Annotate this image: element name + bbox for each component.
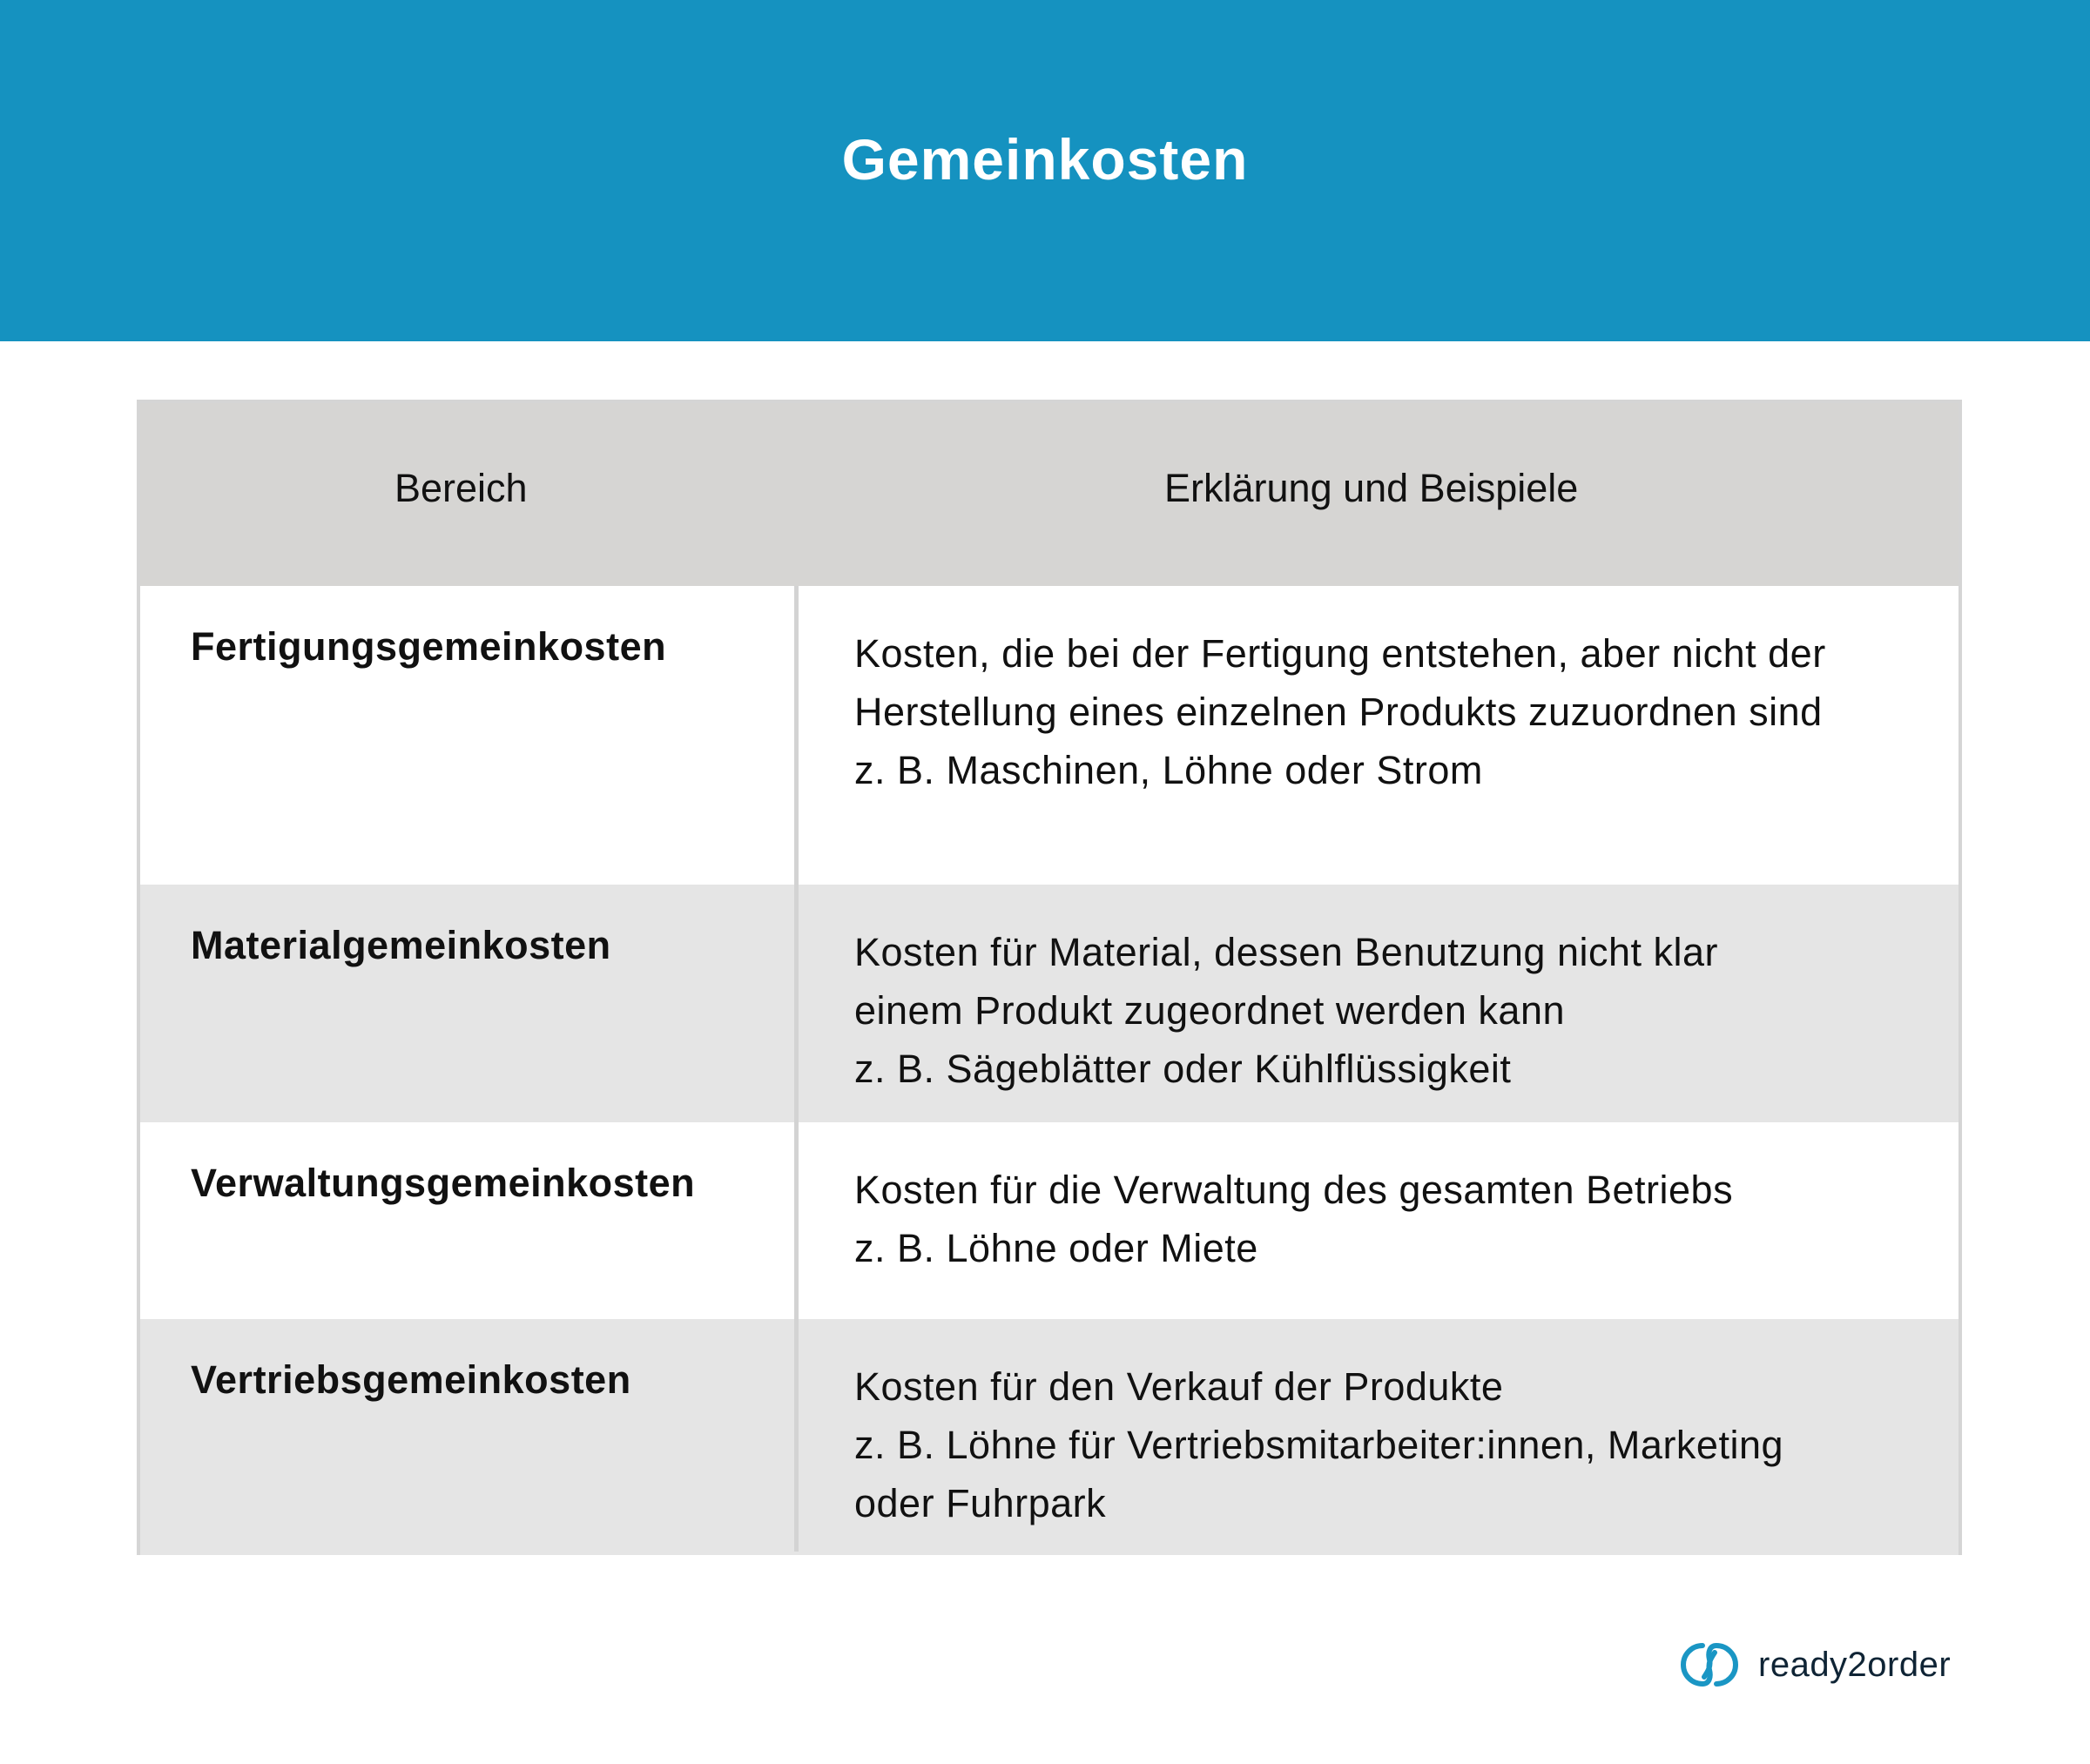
description-line: Kosten für den Verkauf der Produkte <box>854 1364 1504 1409</box>
row-description: Kosten für den Verkauf der Produkte z. B… <box>854 1357 1783 1532</box>
column-header-bereich: Bereich <box>394 466 528 510</box>
page-title: Gemeinkosten <box>841 127 1249 192</box>
row-label: Materialgemeinkosten <box>191 923 611 967</box>
description-line: oder Fuhrpark <box>854 1481 1107 1525</box>
row-label: Verwaltungsgemeinkosten <box>191 1161 696 1205</box>
row-description: Kosten für Material, dessen Benutzung ni… <box>854 923 1718 1098</box>
table-row: Fertigungsgemeinkosten Kosten, die bei d… <box>140 586 1959 885</box>
column-header-erklaerung: Erklärung und Beispiele <box>1164 466 1579 510</box>
ready2order-logo-icon <box>1681 1642 1738 1687</box>
table-row: Verwaltungsgemeinkosten Kosten für die V… <box>140 1122 1959 1319</box>
description-line: z. B. Maschinen, Löhne oder Strom <box>854 748 1483 792</box>
description-line: Kosten für Material, dessen Benutzung ni… <box>854 930 1719 974</box>
description-line: Kosten, die bei der Fertigung entstehen,… <box>854 631 1826 676</box>
header-banner: Gemeinkosten <box>0 0 2090 341</box>
description-line: z. B. Löhne oder Miete <box>854 1226 1258 1270</box>
row-description: Kosten, die bei der Fertigung entstehen,… <box>854 624 1826 799</box>
description-line: z. B. Löhne für Vertriebsmitarbeiter:inn… <box>854 1423 1784 1467</box>
costs-table: Bereich Erklärung und Beispiele Fertigun… <box>137 400 1962 1555</box>
table-row: Materialgemeinkosten Kosten für Material… <box>140 885 1959 1122</box>
ready2order-logo: ready2order <box>1676 1640 1951 1689</box>
logo-text: ready2order <box>1758 1645 1952 1684</box>
description-line: z. B. Sägeblätter oder Kühlflüssigkeit <box>854 1047 1512 1091</box>
row-label: Vertriebsgemeinkosten <box>191 1357 631 1402</box>
row-description: Kosten für die Verwaltung des gesamten B… <box>854 1161 1733 1277</box>
description-line: Kosten für die Verwaltung des gesamten B… <box>854 1168 1734 1212</box>
column-divider <box>794 586 799 1552</box>
row-label: Fertigungsgemeinkosten <box>191 624 667 669</box>
description-line: einem Produkt zugeordnet werden kann <box>854 988 1566 1033</box>
description-line: Herstellung eines einzelnen Produkts zuz… <box>854 690 1823 734</box>
table-row: Vertriebsgemeinkosten Kosten für den Ver… <box>140 1319 1959 1555</box>
table-header: Bereich Erklärung und Beispiele <box>140 403 1959 586</box>
